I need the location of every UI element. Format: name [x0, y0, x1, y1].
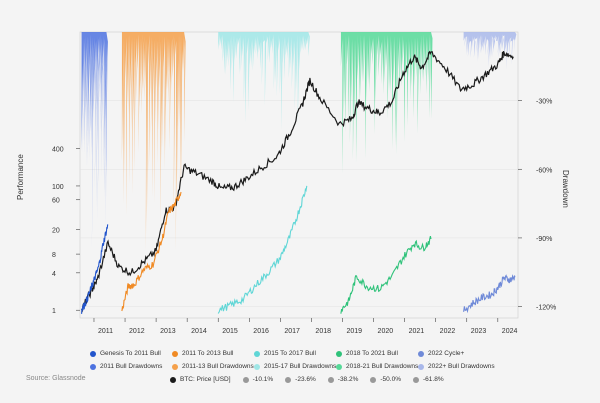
legend-label: Genesis To 2011 Bull [100, 350, 161, 357]
legend-label: 2022 Cycle+ [428, 350, 465, 357]
legend-label: 2011 Bull Drawdowns [100, 363, 163, 370]
legend-row-levels: BTC: Price [USD] -10.1% -23.6% -38.2% -50.0%… [170, 376, 456, 383]
legend-label: -23.6% [295, 376, 316, 383]
legend-label: 2011 To 2013 Bull [182, 350, 234, 357]
legend-swatch [336, 350, 342, 357]
legend-item: -50.0% [370, 376, 401, 383]
legend-label: 2015-17 Bull Drawdowns [264, 363, 337, 370]
legend-swatch [327, 376, 334, 383]
legend-item: 2018 To 2021 Bull [336, 350, 418, 357]
legend-swatch [285, 376, 292, 383]
legend-swatch [172, 363, 178, 370]
legend-swatch [418, 363, 424, 370]
legend-swatch [418, 350, 424, 357]
x-tick-label: 2014 [191, 328, 207, 335]
y-left-tick-label: 4 [52, 271, 56, 278]
x-tick-label: 2023 [471, 328, 487, 335]
legend-label: 2011-13 Bull Drawdowns [182, 363, 254, 370]
legend-swatch [413, 376, 419, 383]
legend-item: -10.1% [242, 376, 274, 383]
x-tick-label: 2022 [440, 328, 456, 335]
y-right-tick-label: -60% [536, 167, 552, 174]
y-right-tick-label: -30% [536, 99, 552, 106]
y-right-tick-label: -120% [536, 305, 556, 312]
x-tick-label: 2021 [409, 328, 425, 335]
legend-swatch [170, 376, 176, 383]
legend-item: 2018-21 Bull Drawdowns [336, 363, 418, 370]
legend-label: -10.1% [252, 376, 274, 383]
legend-item: -38.2% [327, 376, 359, 383]
legend-item: 2022 Cycle+ [418, 350, 500, 357]
x-tick-label: 2019 [346, 328, 362, 335]
legend-item: 2011 Bull Drawdowns [90, 363, 172, 370]
drawdown-area-d2011 [81, 32, 108, 250]
y-left-tick-label: 400 [52, 147, 64, 154]
y-axis-left-label: Performance [16, 154, 25, 200]
x-tick-label: 2012 [129, 328, 145, 335]
legend-item: 2011 To 2013 Bull [172, 350, 254, 357]
x-tick-label: 2016 [253, 328, 269, 335]
y-right-tick-label: -90% [536, 236, 552, 243]
legend-label: 2022+ Bull Drawdowns [428, 363, 495, 370]
x-tick-label: 2018 [315, 328, 331, 335]
y-left-tick-label: 100 [52, 184, 64, 191]
source-label: Source: Glassnode [26, 375, 86, 382]
legend-item: -61.8% [413, 376, 444, 383]
legend-label: BTC: Price [USD] [180, 376, 231, 383]
series-line-c2013 [121, 191, 182, 312]
drawdown-area-d2017 [218, 32, 310, 131]
legend-item: 2015 To 2017 Bull [254, 350, 336, 357]
legend-swatch [172, 350, 178, 357]
legend-item: 2015-17 Bull Drawdowns [254, 363, 336, 370]
x-tick-label: 2017 [284, 328, 300, 335]
legend-swatch [242, 376, 249, 383]
legend-label: -50.0% [380, 376, 401, 383]
y-axis-right-label: Drawdown [561, 170, 570, 208]
legend-swatch [254, 350, 260, 357]
legend-item: -23.6% [285, 376, 316, 383]
legend-label: 2015 To 2017 Bull [264, 350, 316, 357]
legend-label: -61.8% [423, 376, 444, 383]
legend-row-drawdowns: 2011 Bull Drawdowns 2011-13 Bull Drawdown… [90, 363, 500, 370]
x-tick-label: 2024 [502, 328, 518, 335]
drawdown-area-d2013 [121, 32, 186, 252]
legend-swatch [336, 363, 342, 370]
legend-label: 2018-21 Bull Drawdowns [346, 363, 419, 370]
x-tick-label: 2020 [378, 328, 394, 335]
legend-label: -38.2% [337, 376, 359, 383]
y-left-tick-label: 1 [52, 308, 56, 315]
legend-swatch [90, 363, 96, 370]
x-tick-label: 2011 [98, 328, 113, 335]
series-line-c2011 [81, 224, 109, 314]
legend-item: Genesis To 2011 Bull [90, 350, 172, 357]
x-tick-label: 2015 [222, 328, 238, 335]
y-left-tick-label: 60 [52, 198, 60, 205]
drawdown-area-d2022 [463, 32, 517, 70]
legend-swatch [254, 363, 260, 370]
drawdown-area-d2021 [340, 32, 433, 175]
series-line-c2022 [463, 274, 516, 314]
legend-item: 2022+ Bull Drawdowns [418, 363, 500, 370]
series-line-c2021 [340, 235, 432, 314]
legend-item: BTC: Price [USD] [170, 376, 231, 383]
series-line-c2017 [217, 185, 308, 314]
x-tick-label: 2013 [160, 328, 176, 335]
y-left-tick-label: 8 [52, 252, 56, 259]
legend-row-cycles: Genesis To 2011 Bull 2011 To 2013 Bull 201… [90, 350, 500, 357]
series-line-btc [81, 50, 514, 313]
legend-label: 2018 To 2021 Bull [346, 350, 398, 357]
legend-swatch [90, 350, 96, 357]
legend-item: 2011-13 Bull Drawdowns [172, 363, 254, 370]
y-left-tick-label: 20 [52, 227, 60, 234]
legend-swatch [370, 376, 377, 383]
